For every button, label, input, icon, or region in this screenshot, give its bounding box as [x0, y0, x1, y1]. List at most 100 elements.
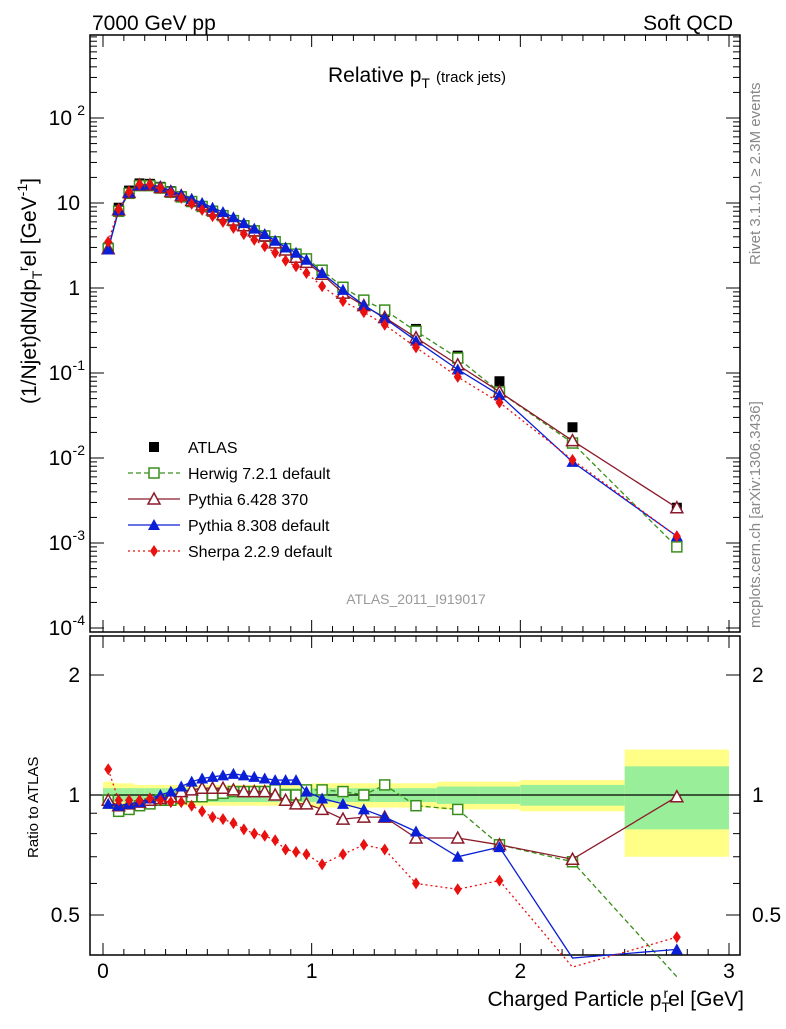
data-point	[357, 299, 370, 311]
ratio-point	[451, 850, 464, 862]
main-frame	[89, 34, 741, 633]
ratio-point	[410, 825, 422, 837]
data-point	[495, 396, 504, 409]
watermark: ATLAS_2011_I919017	[346, 591, 486, 607]
data-point	[412, 341, 420, 354]
header-left: 7000 GeV pp	[92, 12, 216, 35]
data-point	[453, 370, 462, 383]
data-point	[669, 500, 685, 514]
data-point	[114, 202, 123, 215]
y-tick-exponent: -3	[73, 527, 86, 543]
ratio-point	[185, 775, 198, 787]
ylabel-sub: T	[29, 270, 45, 279]
legend-marker	[148, 519, 160, 530]
y-tick-exponent: -4	[73, 612, 86, 628]
ratio-point	[451, 803, 464, 816]
data-point	[494, 376, 505, 387]
ratio-point	[125, 794, 134, 807]
data-point	[671, 541, 683, 553]
y-tick-label-right: 0.5	[752, 904, 781, 927]
data-point	[281, 254, 290, 267]
legend-marker	[148, 467, 160, 479]
y-tick-exponent: -2	[73, 442, 86, 458]
ratio-point	[565, 851, 580, 865]
data-point	[568, 453, 577, 466]
data-point	[216, 206, 229, 218]
ratio-point	[164, 785, 177, 797]
ratio-point	[670, 943, 683, 955]
ratio-point	[380, 843, 389, 856]
ratio-point	[269, 774, 282, 786]
ylabel-end: ]	[18, 178, 41, 184]
ratio-point	[145, 792, 154, 805]
y-tick-label: 10	[49, 362, 72, 385]
ratio-point	[196, 772, 209, 784]
data-point	[271, 246, 280, 259]
legend-label: Pythia 8.308 default	[188, 518, 330, 535]
ratio-point	[267, 787, 283, 801]
data-point	[336, 283, 349, 295]
ratio-point	[378, 811, 391, 823]
ratio-point	[378, 779, 391, 791]
y-tick-label: 10	[49, 617, 72, 640]
ratio-point	[493, 841, 506, 853]
data-point	[565, 433, 580, 447]
ratio-point	[166, 796, 175, 809]
ratio-point	[314, 801, 330, 816]
data-point	[302, 267, 311, 280]
legend-label: Herwig 7.2.1 default	[188, 466, 331, 483]
y-tick-label: 2	[68, 664, 80, 687]
ratio-point	[156, 794, 165, 807]
data-point	[380, 318, 389, 331]
data-point	[250, 233, 259, 246]
main-title-sub: T	[421, 75, 430, 91]
x-axis-label: Charged Particle pTrel [GeV]	[487, 985, 744, 1015]
data-point	[359, 306, 368, 319]
ratio-point	[316, 792, 329, 804]
data-point	[290, 246, 303, 258]
ratio-point	[453, 883, 462, 896]
data-point	[208, 210, 217, 223]
data-point	[410, 334, 422, 346]
series-line-3	[107, 183, 678, 537]
ratio-point	[194, 780, 210, 794]
data-point	[269, 234, 282, 246]
y-tick-label: 1	[68, 784, 80, 807]
data-point	[239, 228, 248, 241]
xlabel-pre: Charged Particle p	[487, 988, 661, 1011]
legend-label: Pythia 6.428 370	[188, 492, 308, 509]
data-point	[300, 253, 313, 265]
data-point	[135, 178, 144, 191]
ratio-point	[359, 838, 368, 851]
data-point	[196, 197, 209, 208]
x-tick-label: 1	[306, 960, 318, 983]
data-point	[229, 221, 238, 234]
ratio-point	[279, 774, 292, 786]
y-tick-label: 1	[68, 277, 80, 300]
xlabel-post: el [GeV]	[668, 988, 744, 1011]
xlabel-sub: T	[661, 999, 670, 1015]
ratio-point	[408, 830, 424, 844]
ratio-point	[336, 797, 349, 809]
y-tick-label: 10	[49, 107, 72, 130]
y-tick-label: 10	[57, 192, 80, 215]
ratio-point	[198, 805, 207, 818]
data-point	[227, 211, 240, 223]
data-point	[125, 185, 134, 198]
ratio-point	[302, 848, 311, 861]
legend-label: Sherpa 2.2.9 default	[188, 544, 333, 561]
ratio-line-0	[107, 784, 678, 978]
data-point	[258, 228, 271, 240]
data-point	[338, 295, 347, 308]
series-line-2	[107, 184, 678, 509]
data-point	[187, 197, 196, 210]
data-point	[206, 201, 219, 213]
ratio-point	[237, 769, 250, 781]
y-tick-exponent: -1	[73, 357, 86, 373]
data-point	[279, 241, 292, 253]
data-point	[493, 389, 506, 401]
ratio-point	[206, 770, 219, 782]
y-tick-label: 10	[49, 532, 72, 555]
ratio-point	[226, 782, 241, 796]
